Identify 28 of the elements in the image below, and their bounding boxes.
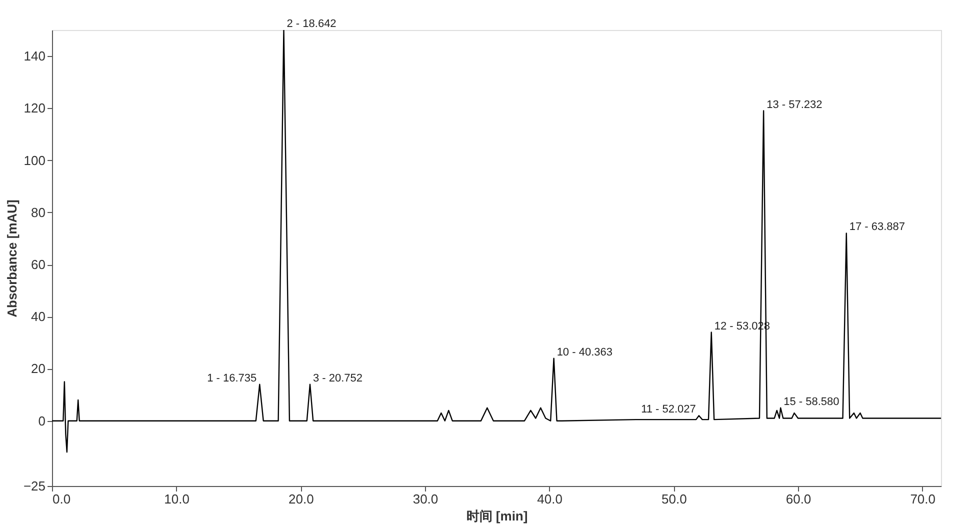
x-tick-label: 60.0 xyxy=(786,492,812,506)
x-tick-label: 30.0 xyxy=(412,492,438,506)
y-tick-label: 20 xyxy=(31,361,46,376)
x-tick-label: 50.0 xyxy=(662,492,687,506)
y-tick-label: −25 xyxy=(23,478,46,494)
annotation: 13 - 57.232 xyxy=(766,98,822,111)
y-axis-title: Absorbance [mAU] xyxy=(4,200,20,318)
annotation: 3 - 20.752 xyxy=(312,372,363,384)
annotation: 1 - 16.735 xyxy=(207,372,257,384)
annotation: 11 - 52.027 xyxy=(641,404,696,416)
annotation: 17 - 63.887 xyxy=(849,221,906,234)
annotation: 15 - 58.580 xyxy=(784,396,840,408)
x-axis-title: 时间 [min] xyxy=(466,508,528,524)
annotation: 10 - 40.363 xyxy=(556,346,612,358)
y-tick-label: 40 xyxy=(31,309,46,324)
y-tick-label: 80 xyxy=(31,204,46,220)
x-tick-label: 0.0 xyxy=(52,492,71,506)
annotation: 2 - 18.642 xyxy=(286,18,336,30)
x-tick-label: 20.0 xyxy=(288,492,314,506)
y-tick-label: 140 xyxy=(24,48,46,64)
x-tick-label: 70.0 xyxy=(910,492,936,506)
y-tick-label: 60 xyxy=(31,257,46,272)
y-tick-label: 100 xyxy=(24,152,46,168)
y-tick-label: 120 xyxy=(24,100,46,116)
x-tick-label: 40.0 xyxy=(537,492,562,506)
x-tick-label: 10.0 xyxy=(164,492,190,506)
line-series xyxy=(52,30,941,453)
y-tick-label: 0 xyxy=(38,413,46,428)
